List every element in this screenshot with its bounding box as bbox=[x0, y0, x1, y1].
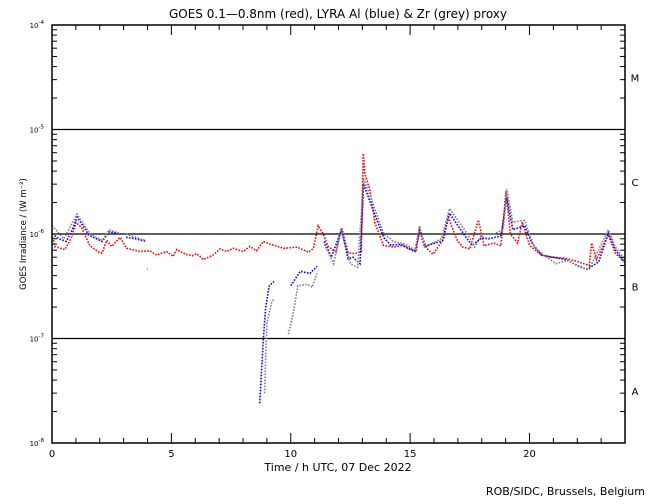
y-tick-label: 10-6 bbox=[30, 229, 45, 239]
credit-text: ROB/SIDC, Brussels, Belgium bbox=[486, 485, 645, 498]
series-lyra-al-proxy bbox=[323, 183, 626, 271]
series-lyra-zr-proxy bbox=[125, 233, 146, 242]
series-lyra-zr-proxy bbox=[51, 212, 122, 242]
y-tick-exponent: -7 bbox=[39, 334, 45, 340]
series-lyra-al-proxy bbox=[290, 265, 318, 287]
x-tick-label: 15 bbox=[404, 449, 417, 460]
series-lyra-al-proxy bbox=[125, 236, 147, 243]
y-tick-labels: 10-4 10-5 10-6 10-7 10-8 bbox=[30, 20, 45, 448]
series-lyra-zr-proxy bbox=[287, 273, 318, 335]
y-tick-exponent: -4 bbox=[39, 20, 45, 26]
flare-class-label: B bbox=[632, 282, 639, 293]
flare-class-label: C bbox=[632, 178, 639, 189]
x-tick-label: 5 bbox=[168, 449, 174, 460]
x-tick-labels: 0 5 10 15 20 bbox=[49, 449, 536, 460]
y-tick-label: 10-4 bbox=[30, 20, 45, 30]
series-goes-0-1-0-8nm bbox=[51, 153, 625, 267]
y-tick-exponent: -8 bbox=[39, 438, 45, 444]
y-tick-label: 10-5 bbox=[30, 125, 45, 135]
flare-class-label: A bbox=[632, 387, 639, 398]
series-lyra-zr-proxy bbox=[323, 178, 626, 271]
x-axis-label: Time / h UTC, 07 Dec 2022 bbox=[263, 461, 411, 474]
y-axis-label: GOES Irradiance / (W m⁻²) bbox=[19, 178, 29, 290]
series-lyra-al-proxy bbox=[51, 215, 122, 243]
y-tick-label: 10-8 bbox=[30, 438, 45, 448]
series-lyra-zr-proxy bbox=[263, 298, 275, 394]
class-lines bbox=[52, 128, 625, 340]
x-tick-label: 20 bbox=[523, 449, 536, 460]
x-tick-label: 0 bbox=[49, 449, 55, 460]
flare-class-labels: M C B A bbox=[631, 73, 640, 398]
series-lyra-al-proxy bbox=[258, 280, 275, 404]
flare-class-label: M bbox=[631, 73, 640, 84]
data-series bbox=[51, 153, 626, 404]
y-tick-exponent: -6 bbox=[39, 229, 45, 235]
chart-title: GOES 0.1—0.8nm (red), LYRA Al (blue) & Z… bbox=[169, 7, 507, 21]
y-tick-label: 10-7 bbox=[30, 334, 45, 344]
axis-ticks bbox=[51, 25, 626, 444]
y-tick-exponent: -5 bbox=[39, 125, 45, 131]
x-tick-label: 10 bbox=[284, 449, 297, 460]
